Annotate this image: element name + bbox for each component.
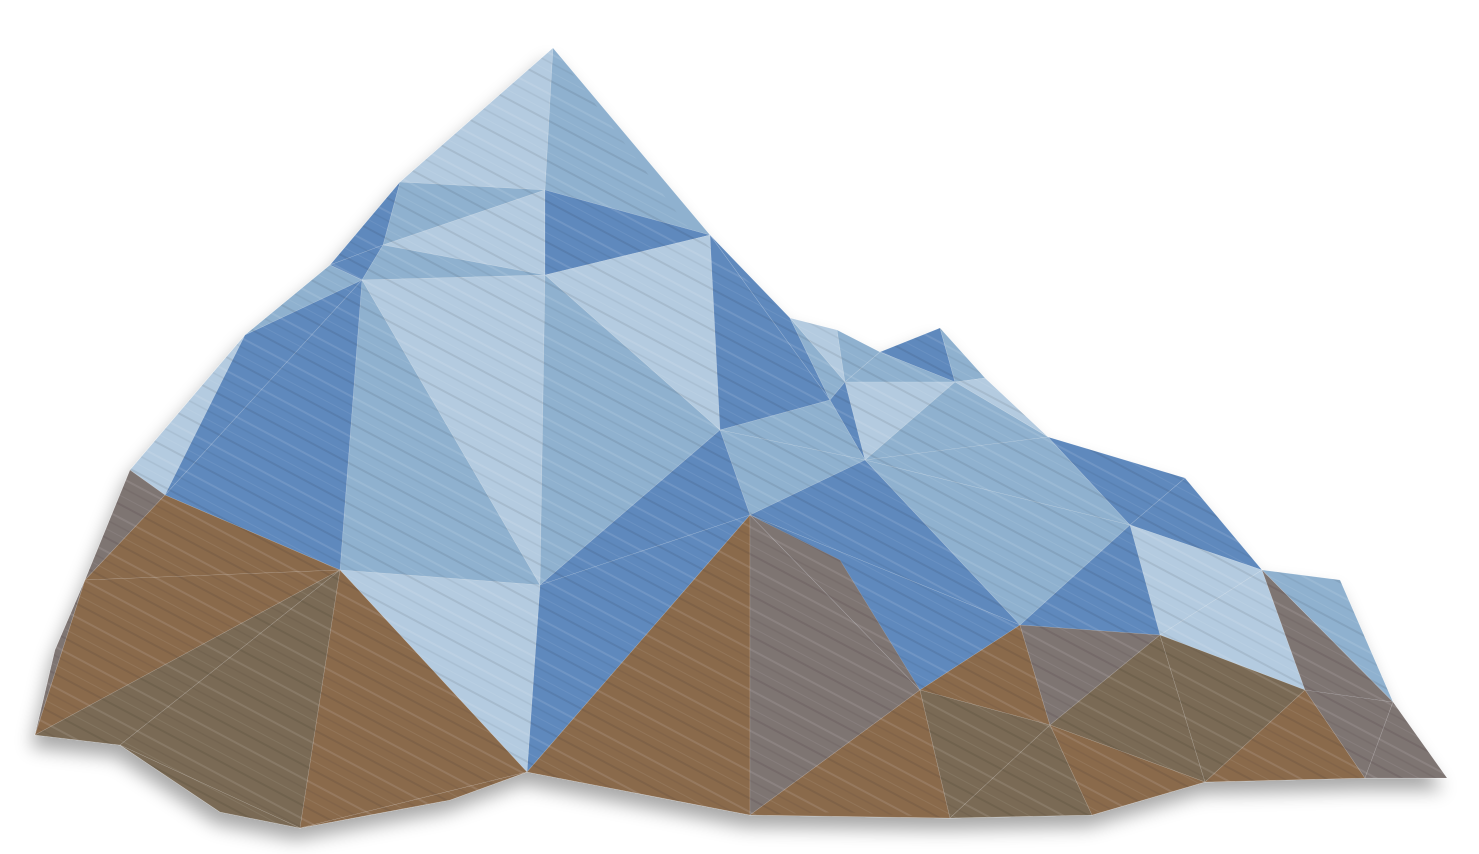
ice-facet xyxy=(399,47,554,191)
